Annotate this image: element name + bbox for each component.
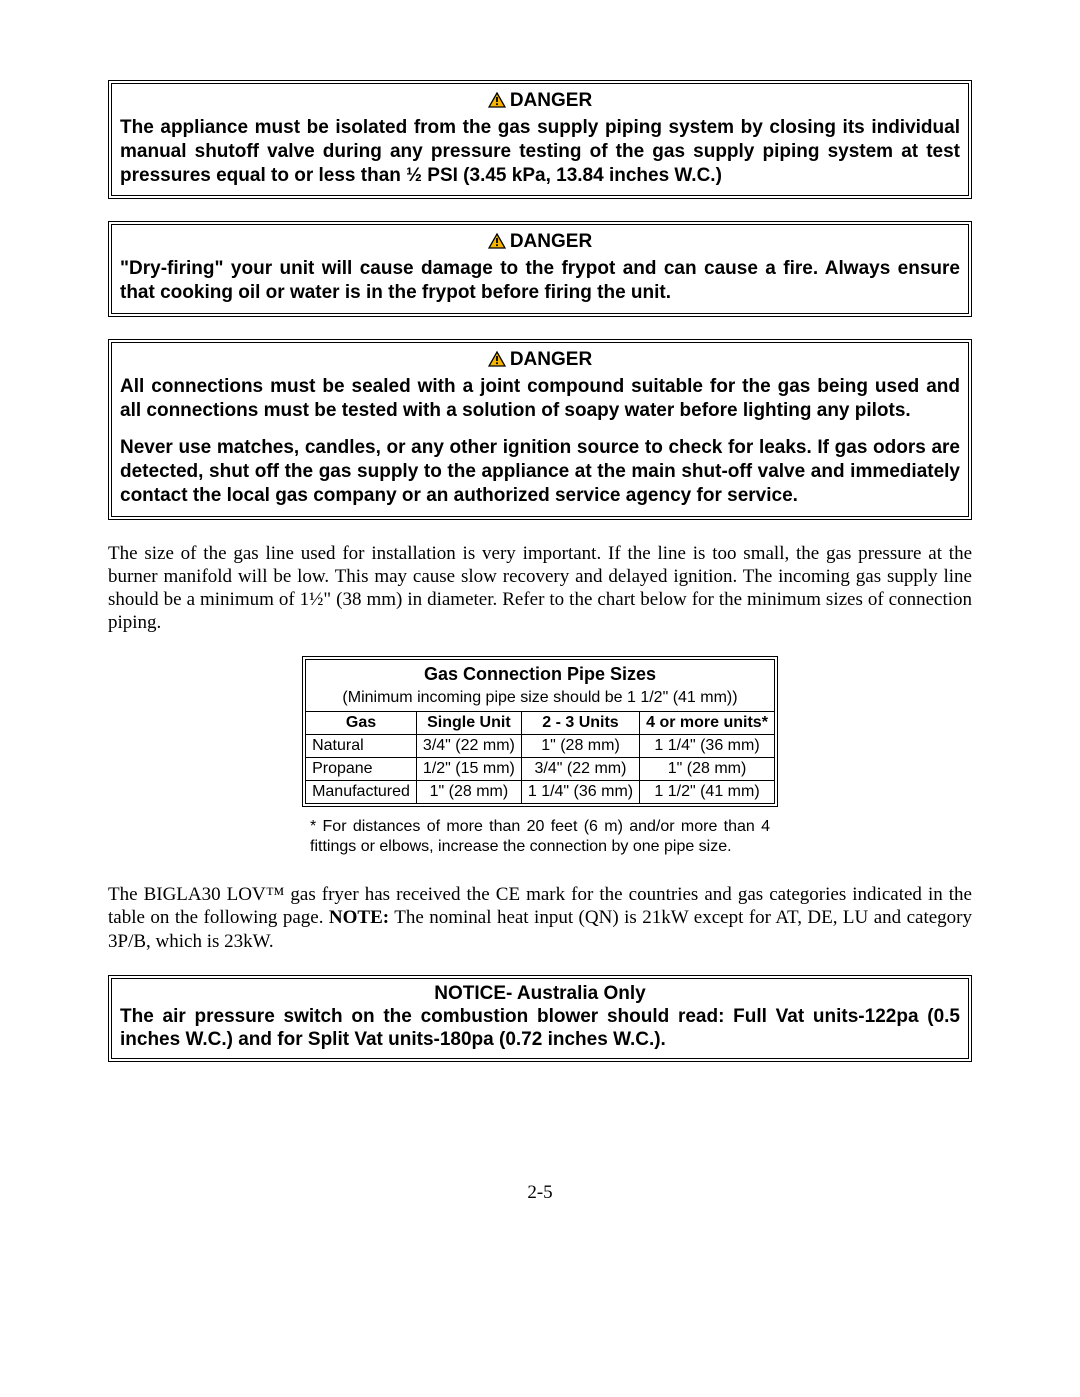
col-gas: Gas (306, 712, 417, 735)
pipe-size-table-wrap: Gas Connection Pipe Sizes (Minimum incom… (108, 656, 972, 807)
pipe-size-table: Gas Connection Pipe Sizes (Minimum incom… (302, 656, 778, 807)
danger-3-p1: All connections must be sealed with a jo… (120, 375, 960, 423)
danger-label: DANGER (510, 231, 592, 252)
warning-icon (488, 233, 506, 255)
table-footnote: * For distances of more than 20 feet (6 … (310, 817, 770, 857)
danger-box-2: DANGER "Dry-firing" your unit will cause… (108, 221, 972, 317)
danger-body-3: All connections must be sealed with a jo… (120, 375, 960, 508)
warning-icon (488, 92, 506, 114)
paragraph-gas-line: The size of the gas line used for instal… (108, 542, 972, 635)
table-row: Propane 1/2" (15 mm) 3/4" (22 mm) 1" (28… (306, 758, 774, 781)
paragraph-ce-mark: The BIGLA30 LOV™ gas fryer has received … (108, 883, 972, 953)
table-row: Manufactured 1" (28 mm) 1 1/4" (36 mm) 1… (306, 781, 774, 803)
danger-header-1: DANGER (120, 90, 960, 114)
table-row: Natural 3/4" (22 mm) 1" (28 mm) 1 1/4" (… (306, 735, 774, 758)
page: DANGER The appliance must be isolated fr… (0, 0, 1080, 1264)
warning-icon (488, 351, 506, 373)
table-subtitle: (Minimum incoming pipe size should be 1 … (306, 687, 774, 712)
notice-header: NOTICE- Australia Only (120, 983, 960, 1005)
col-single: Single Unit (417, 712, 522, 735)
danger-label: DANGER (510, 90, 592, 111)
danger-label: DANGER (510, 349, 592, 370)
danger-body-1: The appliance must be isolated from the … (120, 116, 960, 187)
col-2-3: 2 - 3 Units (522, 712, 640, 735)
para2-note-label: NOTE: (329, 907, 389, 928)
danger-body-2: "Dry-firing" your unit will cause damage… (120, 257, 960, 305)
col-4-more: 4 or more units* (640, 712, 774, 735)
table-title: Gas Connection Pipe Sizes (306, 660, 774, 687)
notice-box: NOTICE- Australia Only The air pressure … (108, 975, 972, 1063)
danger-header-2: DANGER (120, 231, 960, 255)
danger-box-3: DANGER All connections must be sealed wi… (108, 339, 972, 520)
notice-body: The air pressure switch on the combustio… (120, 1005, 960, 1053)
danger-header-3: DANGER (120, 349, 960, 373)
page-number: 2-5 (108, 1182, 972, 1204)
danger-3-p2: Never use matches, candles, or any other… (120, 436, 960, 507)
danger-box-1: DANGER The appliance must be isolated fr… (108, 80, 972, 199)
